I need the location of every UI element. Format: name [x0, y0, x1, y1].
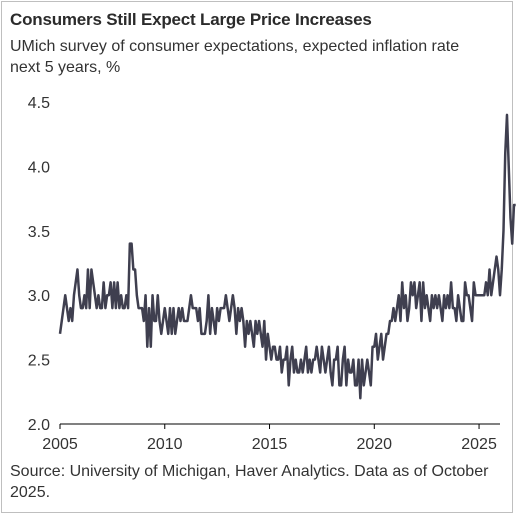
y-tick-label: 3.5 — [28, 224, 50, 241]
x-tick-label: 2025 — [461, 436, 497, 453]
y-axis-ticks: 2.0 2.5 3.0 3.5 4.0 4.5 — [28, 95, 50, 434]
x-tick-label: 2010 — [147, 436, 183, 453]
x-axis-ticks: 2005 2010 2015 2020 2025 — [42, 424, 497, 453]
x-tick-label: 2005 — [42, 436, 78, 453]
x-tick-label: 2020 — [356, 436, 392, 453]
y-tick-label: 2.5 — [28, 353, 50, 370]
x-tick-label: 2015 — [252, 436, 288, 453]
line-chart: 2.0 2.5 3.0 3.5 4.0 4.5 2005 2010 2015 2020 2025 — [28, 95, 516, 453]
source-note: Source: University of Michigan, Haver An… — [10, 463, 489, 501]
y-tick-label: 2.0 — [28, 417, 50, 434]
y-tick-label: 4.5 — [28, 95, 50, 112]
y-tick-label: 3.0 — [28, 288, 50, 305]
chart-title: Consumers Still Expect Large Price Incre… — [10, 10, 372, 29]
chart-subtitle: UMich survey of consumer expectations, e… — [10, 38, 460, 76]
y-tick-label: 4.0 — [28, 159, 50, 176]
series-line-inflation-expectations — [58, 113, 516, 400]
